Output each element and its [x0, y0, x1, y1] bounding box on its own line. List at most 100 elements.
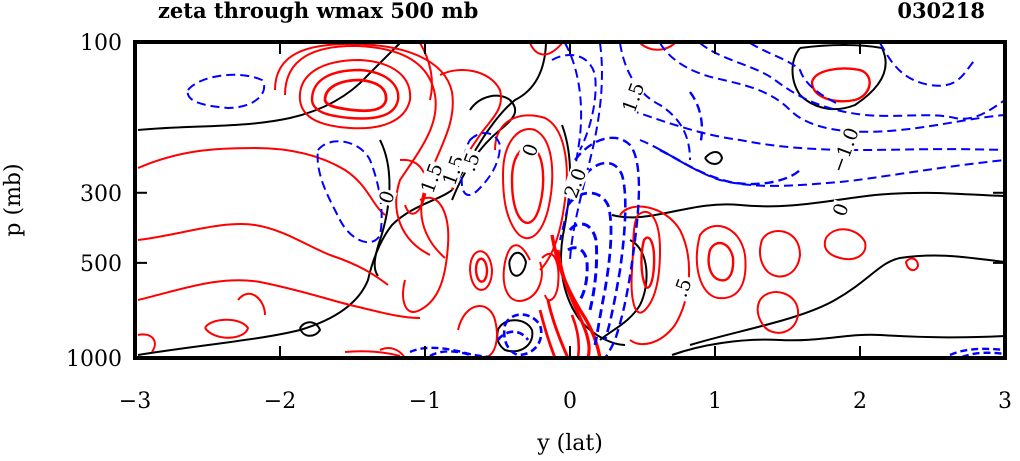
chart-title: zeta through wmax 500 mb	[158, 0, 478, 23]
contour-label-bg	[438, 151, 468, 189]
contour-zero	[671, 333, 1005, 356]
y-axis-label: p (mb)	[1, 163, 26, 236]
contour-negative	[619, 42, 691, 161]
contour-negative	[567, 246, 589, 301]
x-tick-label: −3	[119, 389, 151, 414]
chart-date: 030218	[897, 0, 985, 23]
contour-negative	[502, 313, 543, 357]
contour-zero	[137, 42, 547, 356]
contour-positive	[546, 299, 570, 358]
contour-positive	[284, 44, 437, 256]
contour-negative	[584, 161, 627, 341]
contour-positive	[137, 223, 389, 286]
contour-positive	[639, 42, 676, 51]
contour-negative	[749, 42, 841, 106]
contour-zero	[599, 239, 648, 341]
contour-zero	[611, 191, 1005, 219]
x-tick-label: 0	[563, 389, 577, 414]
x-tick-label: 2	[853, 389, 867, 414]
contour-positive	[137, 279, 421, 319]
contour-positive	[640, 236, 656, 289]
contour-label-bg	[457, 147, 484, 177]
contour-positive	[419, 42, 433, 101]
contour-negative	[551, 54, 597, 151]
contour-label-bg	[560, 164, 589, 202]
contour-label-bg	[618, 78, 647, 116]
contour-label-bg	[518, 139, 541, 160]
contour-positive	[323, 78, 388, 113]
contour-negative	[559, 42, 583, 241]
contour-label-bg	[417, 159, 446, 197]
contour-positive	[707, 241, 735, 282]
contour-label-bg	[375, 186, 398, 208]
contour-negative	[879, 42, 976, 87]
contour-label-bg	[829, 199, 852, 220]
contour-negative	[574, 136, 641, 358]
contour-positive	[823, 228, 867, 261]
contour-negative	[409, 346, 491, 358]
contour-positive	[457, 305, 498, 358]
contour-lines	[137, 42, 1005, 358]
contour-zero	[137, 42, 401, 131]
contour-label-bg	[828, 127, 861, 173]
contour-label-bg	[669, 273, 695, 302]
contour-positive	[274, 42, 454, 259]
contour-negative	[316, 140, 383, 244]
contour-zero	[299, 321, 322, 337]
contour-positive	[399, 158, 428, 215]
x-tick-label: −2	[264, 389, 296, 414]
contour-positive	[474, 257, 489, 283]
x-axis-label: y (lat)	[536, 431, 603, 456]
contour-positive	[556, 249, 591, 358]
contour-positive	[550, 234, 602, 358]
contour-positive	[501, 128, 554, 240]
y-tick-label: 100	[80, 31, 122, 56]
y-tick-label: 1000	[66, 347, 122, 372]
contour-zero	[508, 251, 528, 277]
x-tick-label: 3	[998, 389, 1012, 414]
contour-zero	[689, 254, 1005, 346]
contour-positive	[810, 67, 871, 103]
contour-positive	[469, 250, 494, 291]
contour-positive	[695, 224, 747, 300]
contour-positive	[570, 314, 581, 358]
contour-positive	[298, 58, 412, 130]
contour-negative	[460, 132, 502, 196]
contour-negative	[186, 73, 265, 110]
contour-negative	[569, 42, 603, 261]
contour-zero	[373, 139, 391, 277]
contour-negative	[639, 139, 1005, 187]
contour-negative	[429, 350, 471, 358]
contour-negative	[568, 222, 599, 311]
contour-zero	[791, 44, 887, 111]
contour-positive	[756, 291, 800, 334]
contour-positive	[137, 146, 386, 216]
x-tick-label: −1	[409, 389, 441, 414]
y-tick-label: 300	[80, 182, 122, 207]
contour-negative	[699, 42, 1005, 120]
contour-label: −1.0	[827, 125, 863, 176]
x-tick-label: 1	[708, 389, 722, 414]
contour-negative	[629, 109, 1005, 152]
contour-positive	[619, 205, 690, 346]
contour-negative	[566, 191, 613, 346]
contour-zero	[704, 151, 724, 165]
contour-positive	[402, 196, 450, 313]
contour-positive	[904, 257, 920, 272]
contour-zero	[496, 319, 534, 353]
contour-positive	[541, 252, 560, 302]
contour-positive	[538, 309, 557, 358]
contour-positive	[237, 292, 266, 316]
contour-positive	[137, 333, 156, 353]
y-tick-label: 500	[80, 252, 122, 277]
contour-negative	[496, 330, 530, 341]
contour-negative	[659, 148, 801, 186]
contour-negative	[949, 347, 1005, 357]
axis-ticks: −3 −2 −1 0 1 2 3 100 300 500 1000	[66, 31, 1012, 414]
contour-negative	[689, 91, 704, 146]
contour-negative	[961, 351, 1005, 358]
contour-positive	[502, 244, 543, 302]
contour-positive	[344, 350, 401, 357]
contour-positive	[310, 68, 400, 120]
